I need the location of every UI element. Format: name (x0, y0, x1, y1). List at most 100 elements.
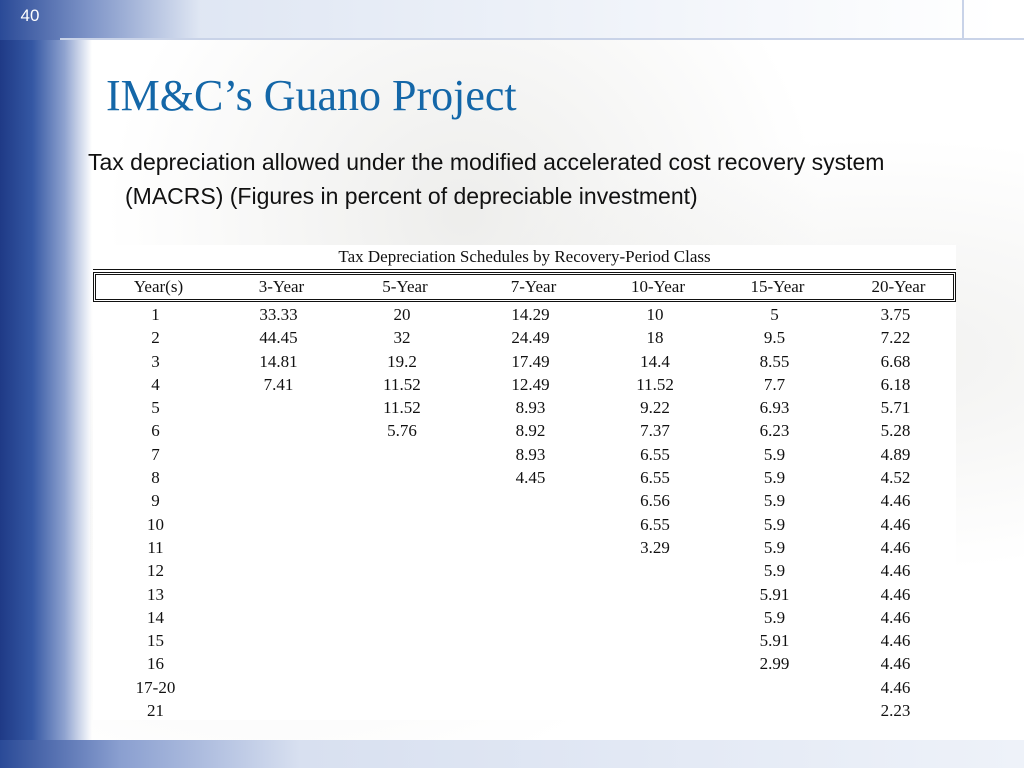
rate-cell (339, 536, 465, 559)
rate-cell (218, 536, 339, 559)
table-row: 6 5.76 8.92 7.37 6.23 5.28 (93, 419, 956, 442)
rate-cell: 5.9 (763, 468, 786, 488)
rate-cell: 14.4 (640, 351, 670, 371)
rate-cell (596, 583, 714, 606)
rate-cell: 4.52 (880, 468, 911, 488)
table-row: 17-20 4.46 (93, 676, 956, 699)
table-header: Year(s) 3-Year 5-Year 7-Year 10-Year 15-Year 2… (93, 272, 956, 302)
rate-cell (465, 513, 596, 536)
rate-cell (339, 466, 465, 489)
rate-cell (465, 629, 596, 652)
rate-cell: 11.52 (383, 374, 421, 394)
rate-cell (596, 676, 714, 699)
column-header: Year(s) (133, 277, 184, 296)
year-cell: 3 (151, 351, 160, 371)
top-decor-band (0, 0, 1024, 40)
table-row: 10 6.55 5.9 4.46 (93, 513, 956, 536)
slide-body-text: Tax depreciation allowed under the modif… (88, 149, 885, 209)
year-cell: 21 (147, 701, 164, 721)
left-decor-band (0, 0, 92, 768)
year-cell: 13 (147, 584, 164, 604)
rate-cell: 2.99 (759, 654, 790, 674)
rate-cell (465, 652, 596, 675)
rate-cell: 7.7 (763, 374, 786, 394)
table-row: 7 8.93 6.55 5.9 4.89 (93, 443, 956, 466)
table-row: 1 33.33 20 14.29 10 5 3.75 (93, 303, 956, 326)
column-header: 20-Year (871, 277, 926, 296)
rate-cell (339, 652, 465, 675)
table-row: 5 11.52 8.93 9.22 6.93 5.71 (93, 396, 956, 419)
rate-cell: 6.55 (640, 444, 670, 464)
year-cell: 10 (147, 514, 164, 534)
rate-cell (218, 676, 339, 699)
column-header: 5-Year (382, 277, 428, 296)
rate-cell: 5.91 (759, 631, 790, 651)
rate-cell: 6.56 (640, 491, 670, 511)
rate-cell: 4.45 (515, 468, 546, 488)
rate-cell: 4.46 (880, 607, 911, 627)
rate-cell (596, 606, 714, 629)
rate-cell (339, 629, 465, 652)
rate-cell: 11.52 (636, 374, 674, 394)
year-cell: 4 (151, 374, 160, 394)
rate-cell: 4.46 (880, 677, 911, 697)
rate-cell: 7.37 (640, 421, 670, 441)
rate-cell: 19.2 (387, 351, 417, 371)
table-row: 15 5.91 4.46 (93, 629, 956, 652)
table-row: 16 2.99 4.46 (93, 652, 956, 675)
rate-cell: 3.75 (880, 305, 911, 324)
year-cell: 12 (147, 561, 164, 581)
rate-cell (218, 629, 339, 652)
rate-cell (465, 559, 596, 582)
year-cell: 14 (147, 607, 164, 627)
rate-cell (596, 699, 714, 722)
rate-cell: 7.41 (263, 374, 294, 394)
table-row: 21 2.23 (93, 699, 956, 722)
column-header: 7-Year (510, 277, 557, 296)
year-cell: 11 (147, 537, 164, 557)
rate-cell (465, 583, 596, 606)
year-cell: 15 (147, 631, 164, 651)
rate-cell (465, 699, 596, 722)
year-cell: 6 (151, 421, 160, 441)
rate-cell: 5.76 (387, 421, 417, 441)
rate-cell: 4.46 (880, 491, 911, 511)
column-header: 10-Year (631, 277, 686, 296)
rate-cell: 8.93 (515, 444, 546, 464)
rate-cell: 6.93 (759, 398, 790, 418)
year-cell: 5 (151, 398, 160, 418)
rate-cell: 6.55 (640, 514, 670, 534)
rate-cell (339, 606, 465, 629)
rate-cell: 6.18 (880, 374, 911, 394)
table-row: 8 4.45 6.55 5.9 4.52 (93, 466, 956, 489)
bottom-decor-band (0, 740, 1024, 768)
rate-cell (339, 513, 465, 536)
table-row: 9 6.56 5.9 4.46 (93, 489, 956, 512)
rate-cell (218, 443, 339, 466)
rate-cell: 4.46 (880, 561, 911, 581)
rate-cell: 5.9 (763, 537, 786, 557)
column-header: 15-Year (750, 277, 805, 296)
rate-cell (218, 489, 339, 512)
rate-cell: 10 (646, 305, 664, 324)
rate-cell: 8.93 (515, 398, 546, 418)
rate-cell (339, 559, 465, 582)
table-row: 2 44.45 32 24.49 18 9.5 7.22 (93, 326, 956, 349)
rate-cell: 5.9 (763, 514, 786, 534)
rate-cell: 4.46 (880, 537, 911, 557)
top-divider-line (60, 38, 1024, 40)
rate-cell (465, 489, 596, 512)
rate-cell: 6.68 (880, 351, 911, 371)
table-row: 3 14.81 19.2 17.49 14.4 8.55 6.68 (93, 350, 956, 373)
rate-cell: 5.91 (759, 584, 790, 604)
rate-cell: 2.23 (880, 701, 911, 721)
rate-cell (218, 606, 339, 629)
slide-number: 40 (20, 6, 40, 25)
rate-cell (465, 536, 596, 559)
rate-cell: 9.5 (763, 328, 786, 348)
rate-cell (339, 489, 465, 512)
rate-cell: 5.9 (763, 607, 786, 627)
rate-cell (218, 652, 339, 675)
rate-cell: 6.23 (759, 421, 790, 441)
table-header-row: Year(s) 3-Year 5-Year 7-Year 10-Year 15-Year 2… (96, 275, 959, 299)
